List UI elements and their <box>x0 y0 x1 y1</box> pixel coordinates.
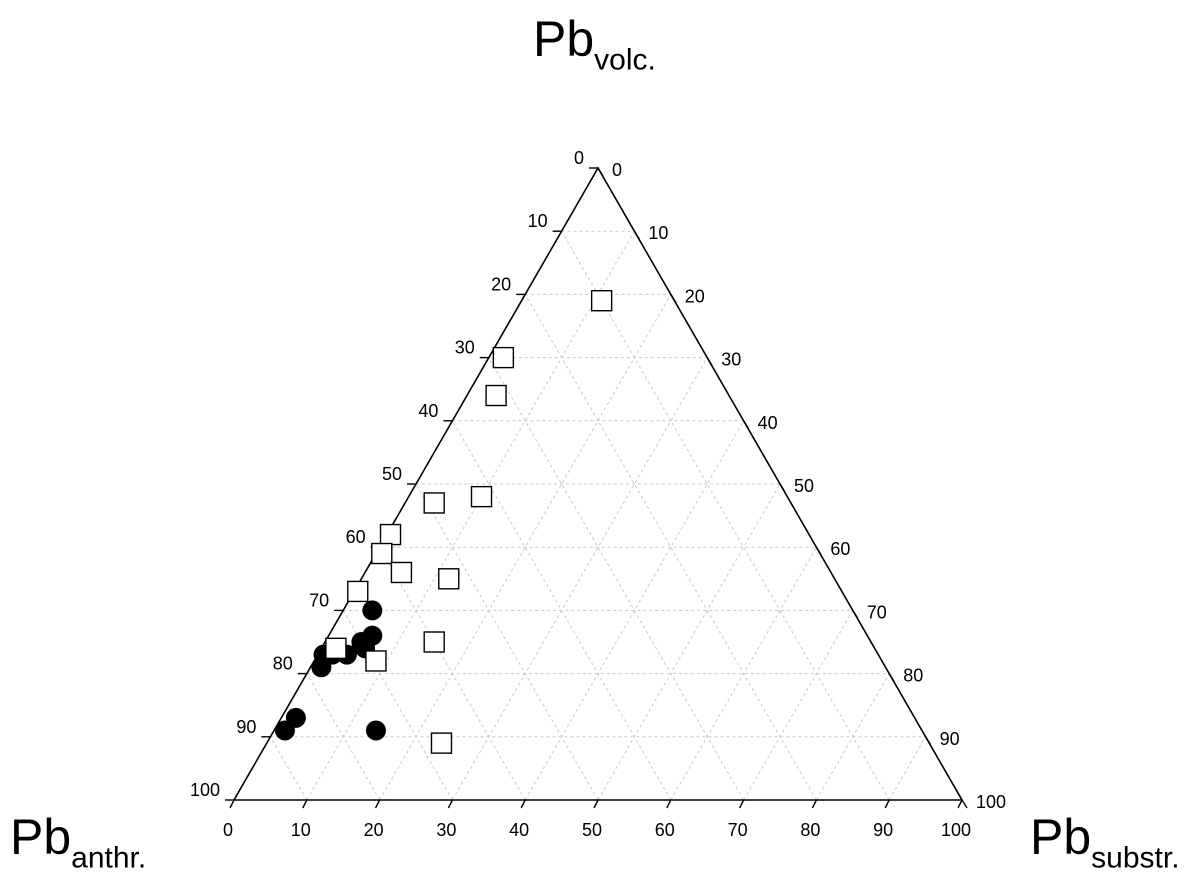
data-point-circle <box>274 720 295 741</box>
tick-bottom <box>520 799 526 809</box>
tick-right <box>706 357 713 366</box>
data-point-square <box>423 631 445 653</box>
data-points <box>274 290 613 754</box>
data-point-square <box>371 542 393 565</box>
tick-marks <box>225 167 968 809</box>
tick-right <box>888 673 895 682</box>
tick-label-right: 0 <box>612 160 622 180</box>
tick-label-left: 10 <box>528 211 548 231</box>
grid-line-substr <box>815 673 890 801</box>
data-point-square <box>390 561 413 584</box>
tick-label-bottom: 50 <box>582 820 602 840</box>
tick-label-left: 100 <box>190 780 220 800</box>
grid-line-anthr <box>488 357 745 801</box>
tick-right <box>743 420 750 430</box>
tick-label-right: 30 <box>721 350 741 370</box>
tick-bottom <box>738 799 745 809</box>
tick-label-right: 40 <box>758 413 778 433</box>
data-point-square <box>379 523 402 546</box>
tick-right <box>779 483 786 493</box>
grid-line-substr <box>451 357 708 801</box>
tick-bottom <box>811 799 818 809</box>
tick-right <box>633 230 640 240</box>
tick-label-left: 60 <box>346 527 366 547</box>
grid-line-anthr <box>379 546 526 801</box>
tick-label-bottom: 100 <box>941 820 971 840</box>
tick-right <box>852 610 859 619</box>
data-point-circle <box>311 657 332 678</box>
tick-bottom <box>593 799 599 809</box>
tick-bottom <box>884 799 890 809</box>
tick-label-bottom: 10 <box>291 820 311 840</box>
data-point-square <box>485 384 507 407</box>
grid-line-anthr <box>306 673 381 801</box>
tick-label-left: 20 <box>491 274 511 294</box>
tick-bottom <box>666 799 672 809</box>
tick-bottom <box>957 799 963 809</box>
grid-line-substr <box>597 483 781 801</box>
grid-lines <box>269 230 927 801</box>
grid-line-substr <box>743 610 854 801</box>
grid-line-anthr <box>561 230 890 801</box>
data-point-square <box>438 568 460 590</box>
tick-label-right: 50 <box>794 476 814 496</box>
tick-bottom <box>229 799 235 809</box>
tick-label-left: 50 <box>382 464 402 484</box>
tick-label-right: 80 <box>903 666 923 686</box>
data-point-square <box>325 637 347 660</box>
tick-labels: 0100010901020802030703040604050505060406… <box>190 148 1006 840</box>
tick-label-bottom: 80 <box>800 820 820 840</box>
data-point-square <box>430 732 453 754</box>
data-point-square <box>423 492 445 514</box>
tick-label-left: 80 <box>273 654 293 674</box>
grid-line-substr <box>306 230 635 801</box>
grid-line-anthr <box>524 294 817 801</box>
data-point-circle <box>362 600 383 621</box>
grid-line-substr <box>670 546 817 801</box>
tick-label-right: 70 <box>867 602 887 622</box>
vertex-label-left: Pbanthr. <box>10 809 147 875</box>
data-point-square <box>470 485 493 508</box>
tick-right <box>597 167 604 177</box>
vertex-label-top: Pbvolc. <box>533 11 656 77</box>
tick-label-right: 20 <box>685 286 705 306</box>
tick-label-bottom: 90 <box>873 820 893 840</box>
tick-label-right: 10 <box>648 223 668 243</box>
tick-label-bottom: 70 <box>728 820 748 840</box>
data-point-square <box>590 290 613 312</box>
tick-label-left: 0 <box>574 148 584 168</box>
tick-label-right: 100 <box>976 792 1006 812</box>
tick-label-bottom: 20 <box>364 820 384 840</box>
tick-label-left: 90 <box>236 717 256 737</box>
data-point-circle <box>365 720 386 741</box>
tick-label-bottom: 0 <box>223 820 233 840</box>
tick-label-right: 60 <box>830 539 850 559</box>
tick-label-bottom: 30 <box>436 820 456 840</box>
tick-label-left: 40 <box>418 401 438 421</box>
data-point-square <box>492 346 515 369</box>
tick-bottom <box>447 799 454 809</box>
tick-label-bottom: 40 <box>509 820 529 840</box>
tick-bottom <box>374 799 381 809</box>
data-point-square <box>347 580 369 603</box>
tick-label-right: 90 <box>940 729 960 749</box>
tick-label-left: 70 <box>309 590 329 610</box>
tick-right <box>815 546 822 556</box>
grid-line-substr <box>888 736 927 801</box>
tick-label-bottom: 60 <box>655 820 675 840</box>
tick-right <box>961 799 968 809</box>
grid-line-anthr <box>269 736 308 801</box>
tick-right <box>925 736 932 746</box>
data-point-square <box>365 650 387 672</box>
vertex-label-right: Pbsubstr. <box>1030 809 1180 875</box>
grid-line-substr <box>379 294 672 801</box>
grid-line-anthr <box>415 483 599 801</box>
tick-bottom <box>302 799 308 809</box>
tick-right <box>670 294 677 303</box>
tick-label-left: 30 <box>455 338 475 358</box>
